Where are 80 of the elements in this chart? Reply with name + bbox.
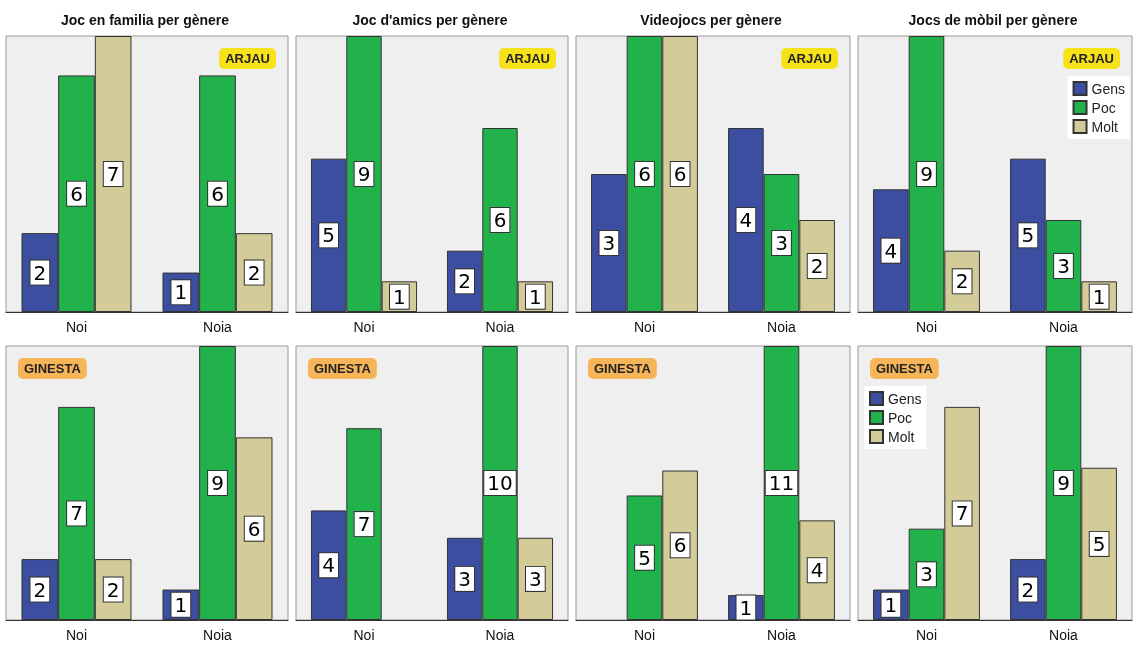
x-tick-label: Noia: [1049, 319, 1079, 335]
data-label: 1: [1092, 284, 1106, 309]
data-label: 9: [357, 162, 371, 186]
annotation: GINESTA: [24, 361, 82, 376]
x-tick-label: Noi: [633, 627, 656, 643]
annotation: ARJAU: [505, 51, 551, 66]
data-label: 1: [174, 592, 188, 617]
data-label: 2: [810, 254, 824, 278]
legend-label: Poc: [888, 409, 913, 426]
data-label: 2: [247, 260, 261, 285]
x-tick-label: Noia: [485, 627, 515, 643]
chart-title: Videojocs per gènere: [640, 12, 782, 28]
data-label: 6: [673, 533, 687, 558]
chart-title: Jocs de mòbil per gènere: [908, 12, 1078, 28]
data-label: 5: [638, 545, 651, 570]
legend-label: Gens: [1091, 80, 1126, 97]
data-label: 5: [1021, 223, 1035, 248]
data-label: 11: [768, 471, 795, 495]
data-label: 7: [70, 501, 83, 526]
x-tick-label: Noi: [65, 319, 88, 335]
data-label: 1: [392, 284, 406, 309]
data-label: 6: [638, 162, 651, 186]
legend-label: Gens: [888, 390, 922, 407]
data-label: 4: [739, 208, 753, 232]
x-tick-label: Noi: [633, 319, 656, 335]
data-label: 4: [322, 553, 336, 578]
data-label: 1: [739, 595, 753, 620]
data-label: 9: [920, 162, 933, 186]
data-label: 4: [884, 238, 898, 263]
annotation: GINESTA: [594, 361, 652, 376]
annotation: ARJAU: [1069, 51, 1115, 66]
data-label: 5: [322, 223, 336, 248]
data-label: 7: [357, 512, 371, 537]
x-tick-label: Noi: [915, 319, 938, 335]
data-label: 2: [1021, 577, 1035, 602]
data-label: 3: [458, 566, 472, 591]
data-label: 3: [602, 231, 616, 255]
data-label: 3: [775, 231, 788, 255]
data-label: 5: [1092, 531, 1106, 556]
data-label: 9: [1057, 471, 1070, 495]
data-label: 1: [884, 592, 898, 617]
x-tick-label: Noia: [485, 319, 515, 335]
data-label: 6: [247, 516, 261, 541]
x-tick-label: Noi: [353, 319, 375, 335]
data-label: 6: [211, 181, 224, 206]
x-tick-label: Noia: [203, 627, 233, 643]
data-label: 4: [810, 558, 824, 583]
data-label: 7: [955, 501, 969, 526]
data-label: 3: [920, 562, 933, 587]
data-label: 2: [33, 577, 47, 602]
x-tick-label: Noi: [915, 627, 938, 643]
chart-title: Joc d'amics per gènere: [352, 12, 508, 28]
data-label: 1: [528, 284, 542, 309]
data-label: 10: [487, 471, 513, 495]
data-label: 2: [106, 577, 120, 602]
legend-label: Molt: [1091, 118, 1119, 135]
data-label: 2: [458, 269, 472, 294]
x-tick-label: Noia: [203, 319, 233, 335]
data-label: 3: [1057, 254, 1070, 278]
data-label: 1: [174, 280, 188, 305]
chart-title: Joc en familia per gènere: [60, 12, 230, 28]
x-tick-label: Noia: [1049, 627, 1079, 643]
legend-label: Poc: [1091, 99, 1116, 116]
x-tick-label: Noi: [65, 627, 88, 643]
data-label: 2: [955, 269, 969, 294]
x-tick-label: Noia: [767, 319, 797, 335]
data-label: 6: [673, 162, 687, 186]
data-label: 3: [528, 566, 542, 591]
data-label: 9: [211, 471, 224, 495]
annotation: ARJAU: [787, 51, 833, 66]
data-label: 2: [33, 260, 47, 285]
legend-label: Molt: [888, 428, 915, 445]
data-label: 6: [70, 181, 83, 206]
annotation: GINESTA: [876, 361, 934, 376]
data-label: 7: [106, 162, 120, 186]
x-tick-label: Noi: [353, 627, 375, 643]
x-tick-label: Noia: [767, 627, 797, 643]
annotation: GINESTA: [314, 361, 372, 376]
data-label: 6: [493, 208, 507, 232]
annotation: ARJAU: [225, 51, 271, 66]
